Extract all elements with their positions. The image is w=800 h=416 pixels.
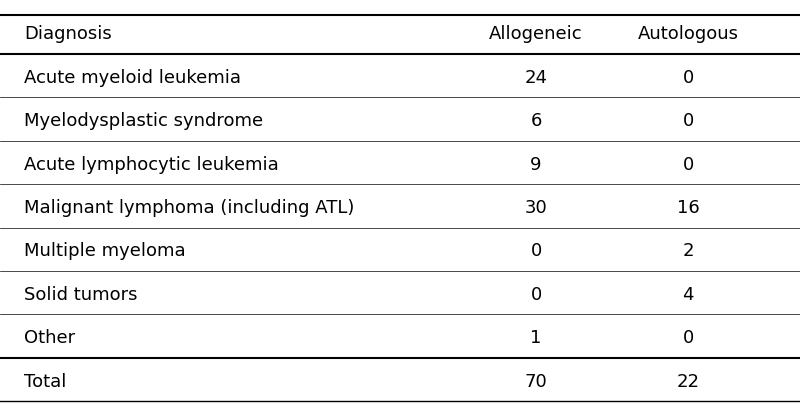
Text: 0: 0 xyxy=(682,156,694,173)
Text: 24: 24 xyxy=(525,69,547,87)
Text: Autologous: Autologous xyxy=(638,25,738,43)
Text: 4: 4 xyxy=(682,286,694,304)
Text: Diagnosis: Diagnosis xyxy=(24,25,112,43)
Text: 16: 16 xyxy=(677,199,699,217)
Text: 0: 0 xyxy=(682,329,694,347)
Text: Acute myeloid leukemia: Acute myeloid leukemia xyxy=(24,69,241,87)
Text: 1: 1 xyxy=(530,329,542,347)
Text: Solid tumors: Solid tumors xyxy=(24,286,138,304)
Text: 0: 0 xyxy=(530,243,542,260)
Text: Other: Other xyxy=(24,329,75,347)
Text: Acute lymphocytic leukemia: Acute lymphocytic leukemia xyxy=(24,156,278,173)
Text: Total: Total xyxy=(24,373,66,391)
Text: 22: 22 xyxy=(677,373,699,391)
Text: Allogeneic: Allogeneic xyxy=(489,25,583,43)
Text: Myelodysplastic syndrome: Myelodysplastic syndrome xyxy=(24,112,263,130)
Text: 30: 30 xyxy=(525,199,547,217)
Text: 6: 6 xyxy=(530,112,542,130)
Text: 9: 9 xyxy=(530,156,542,173)
Text: 70: 70 xyxy=(525,373,547,391)
Text: 0: 0 xyxy=(682,69,694,87)
Text: 0: 0 xyxy=(530,286,542,304)
Text: Malignant lymphoma (including ATL): Malignant lymphoma (including ATL) xyxy=(24,199,354,217)
Text: 0: 0 xyxy=(682,112,694,130)
Text: Multiple myeloma: Multiple myeloma xyxy=(24,243,186,260)
Text: 2: 2 xyxy=(682,243,694,260)
